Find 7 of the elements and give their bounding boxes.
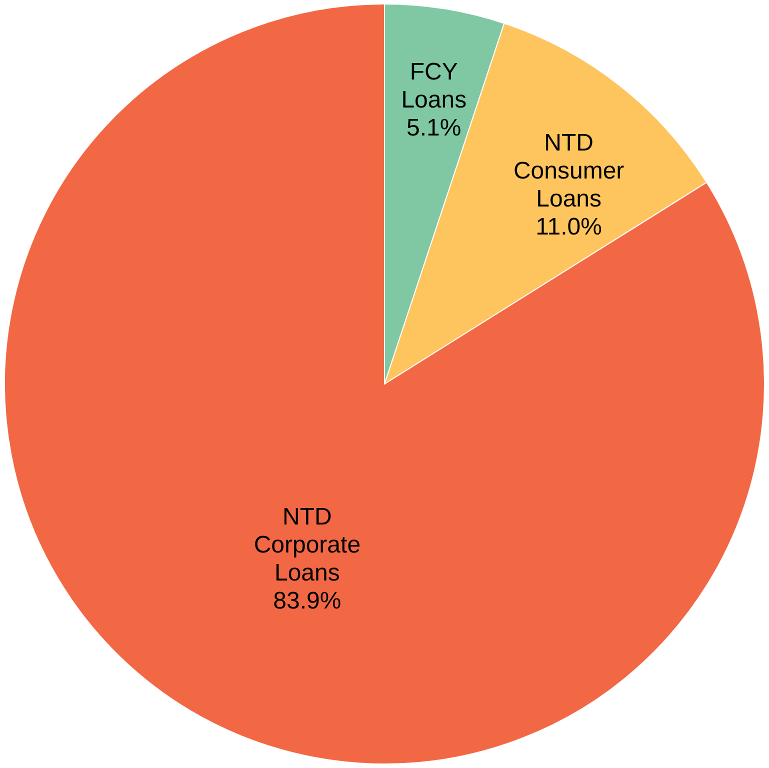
pie-slice	[4, 4, 765, 764]
slice-label: FCY Loans	[401, 58, 467, 114]
data-label: 5.1%	[406, 114, 462, 142]
slice-label: NTD Corporate Loans	[254, 504, 361, 587]
slice-label: NTD Consumer Loans	[513, 129, 624, 212]
data-label: 11.0%	[536, 213, 602, 240]
data-label: 83.9%	[273, 588, 342, 615]
